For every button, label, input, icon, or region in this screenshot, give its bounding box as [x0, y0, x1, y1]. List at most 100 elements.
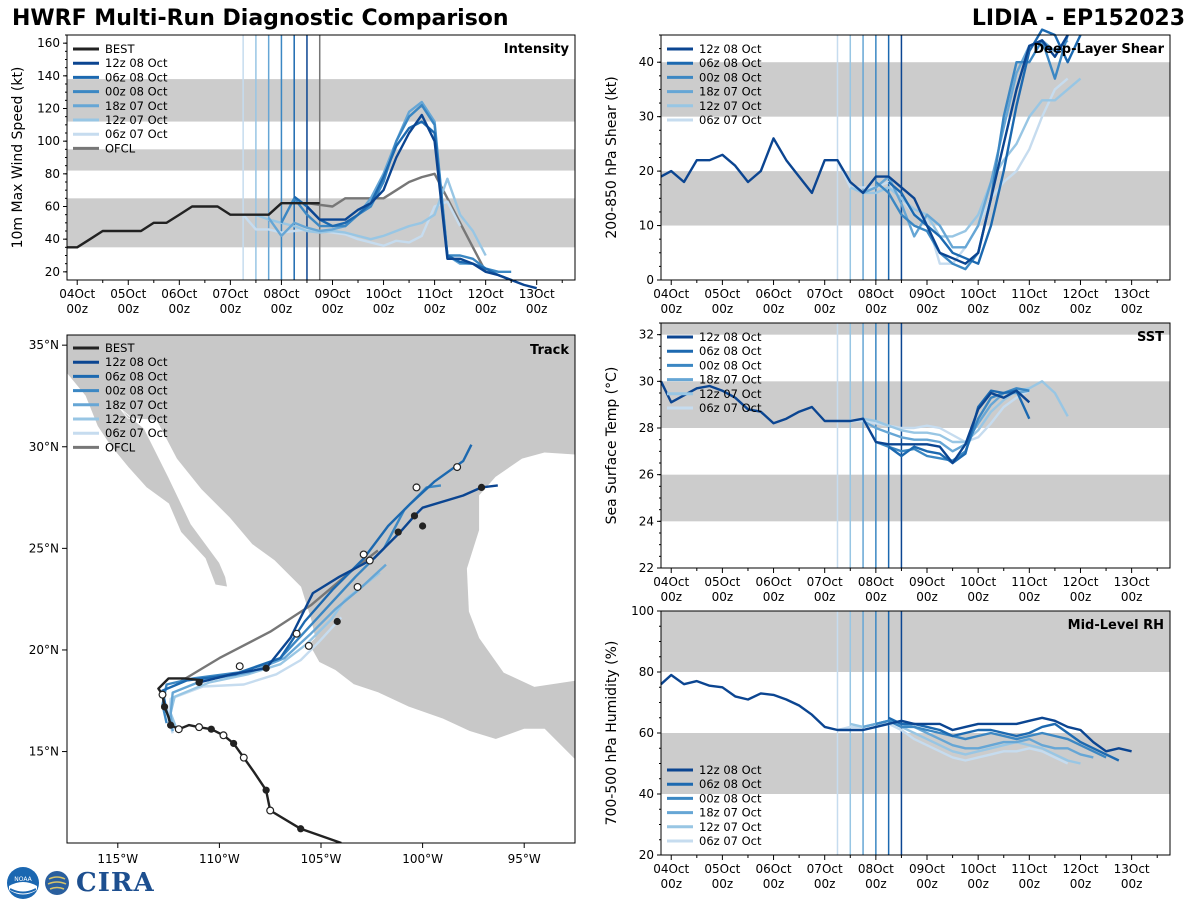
y-tick-label: 30 [639, 110, 654, 124]
x-tick-label-date: 08Oct [858, 575, 894, 589]
legend-label: 12z 07 Oct [105, 412, 168, 426]
lat-tick-label: 15°N [29, 745, 59, 759]
lat-tick-label: 20°N [29, 643, 59, 657]
x-tick-label-hour: 00z [865, 590, 887, 604]
x-tick-label-hour: 00z [916, 877, 938, 891]
track-point-00z [230, 739, 238, 748]
x-tick-label-hour: 00z [814, 302, 836, 316]
x-tick-label-date: 11Oct [417, 287, 453, 301]
tracks [157, 444, 498, 843]
legend-label: 18z 07 Oct [105, 99, 168, 113]
x-tick-label-date: 13Oct [1114, 575, 1150, 589]
legend-label: 06z 07 Oct [105, 426, 168, 440]
reference-band [661, 611, 1170, 672]
series-line [306, 172, 487, 273]
panel-shear: 01020304004Oct00z05Oct00z06Oct00z07Oct00… [604, 28, 1171, 316]
x-tick-label-hour: 00z [814, 877, 836, 891]
track-point-12z [365, 556, 374, 565]
legend-label: 12z 08 Oct [699, 330, 762, 344]
track-point-00z [167, 721, 175, 729]
x-tick-label-date: 09Oct [909, 575, 945, 589]
y-tick-label: 26 [639, 468, 654, 482]
reference-band [67, 79, 575, 122]
track-point-12z [235, 662, 244, 671]
x-tick-label-hour: 00z [475, 302, 497, 316]
track-point-12z [453, 463, 462, 472]
legend-label: 00z 08 Oct [699, 70, 762, 84]
x-tick-label-date: 06Oct [756, 862, 792, 876]
legend-label: BEST [105, 42, 135, 56]
x-tick-label-date: 10Oct [960, 575, 996, 589]
x-tick-label-date: 05Oct [704, 862, 740, 876]
track-point-00z [477, 483, 486, 491]
y-axis-label: 200-850 hPa Shear (kt) [604, 76, 620, 238]
x-tick-label-date: 06Oct [756, 287, 792, 301]
track-point-00z [410, 512, 419, 520]
x-tick-label-hour: 00z [66, 302, 88, 316]
x-tick-label-date: 12Oct [1062, 575, 1098, 589]
x-tick-label-date: 05Oct [704, 287, 740, 301]
legend-label: 18z 07 Oct [699, 806, 762, 820]
x-tick-label-date: 08Oct [858, 862, 894, 876]
x-tick-label-date: 09Oct [909, 287, 945, 301]
track-point-00z [419, 522, 427, 530]
panel-title: Intensity [504, 42, 570, 57]
track-point-00z [195, 678, 203, 687]
legend-label: BEST [105, 341, 135, 355]
legend-label: 12z 08 Oct [699, 42, 762, 56]
y-tick-label: 22 [639, 561, 654, 575]
x-tick-label-date: 04Oct [59, 287, 95, 301]
y-tick-label: 20 [639, 848, 654, 862]
x-tick-label-hour: 00z [1121, 590, 1143, 604]
x-tick-label-date: 05Oct [704, 575, 740, 589]
y-tick-label: 24 [639, 514, 654, 528]
cira-label: CIRA [76, 868, 155, 898]
reference-band [661, 381, 1170, 428]
legend-label: 00z 08 Oct [105, 384, 168, 398]
track-point-00z [262, 786, 270, 794]
x-tick-label-date: 07Oct [807, 575, 843, 589]
y-tick-label: 40 [639, 55, 654, 69]
x-tick-label-hour: 00z [865, 302, 887, 316]
legend-label: 00z 08 Oct [699, 358, 762, 372]
y-tick-label: 60 [639, 726, 654, 740]
lon-tick-label: 100°W [402, 852, 443, 866]
track-point-00z [160, 703, 169, 711]
y-tick-label: 20 [45, 265, 60, 279]
x-tick-label-date: 10Oct [960, 287, 996, 301]
x-tick-label-date: 11Oct [1011, 287, 1047, 301]
x-tick-label-date: 11Oct [1011, 575, 1047, 589]
series-line [660, 673, 1132, 753]
x-tick-label-hour: 00z [763, 302, 785, 316]
legend-label: 06z 08 Oct [699, 344, 762, 358]
x-tick-label-hour: 00z [1121, 302, 1143, 316]
track-point-00z [262, 664, 270, 672]
track-line [161, 444, 473, 726]
series-line [837, 389, 1030, 444]
panel-title: Mid-Level RH [1068, 618, 1164, 633]
series-line [887, 389, 1031, 465]
x-tick-label-date: 05Oct [110, 287, 146, 301]
series-line [255, 177, 487, 257]
panel-title: Deep-Layer Shear [1033, 42, 1164, 57]
track-point-12z [412, 483, 421, 492]
legend-label: 12z 07 Oct [699, 99, 762, 113]
x-tick-label-hour: 00z [117, 302, 139, 316]
panel-title: SST [1137, 330, 1164, 345]
x-tick-label-hour: 00z [1019, 877, 1041, 891]
x-tick-label-hour: 00z [220, 302, 242, 316]
y-tick-label: 140 [37, 69, 60, 83]
legend-label: 00z 08 Oct [105, 85, 168, 99]
x-tick-label-hour: 00z [763, 877, 785, 891]
legend-label: OFCL [105, 440, 136, 454]
x-tick-label-hour: 00z [712, 590, 734, 604]
y-tick-label: 28 [639, 421, 654, 435]
legend-label: 18z 07 Oct [105, 398, 168, 412]
legend-label: 06z 08 Oct [105, 369, 168, 383]
legend-label: 06z 07 Oct [699, 834, 762, 848]
x-tick-label-hour: 00z [660, 877, 682, 891]
track-point-00z [333, 617, 341, 626]
x-tick-label-date: 09Oct [909, 862, 945, 876]
track-point-12z [158, 690, 167, 699]
lon-tick-label: 110°W [199, 852, 240, 866]
